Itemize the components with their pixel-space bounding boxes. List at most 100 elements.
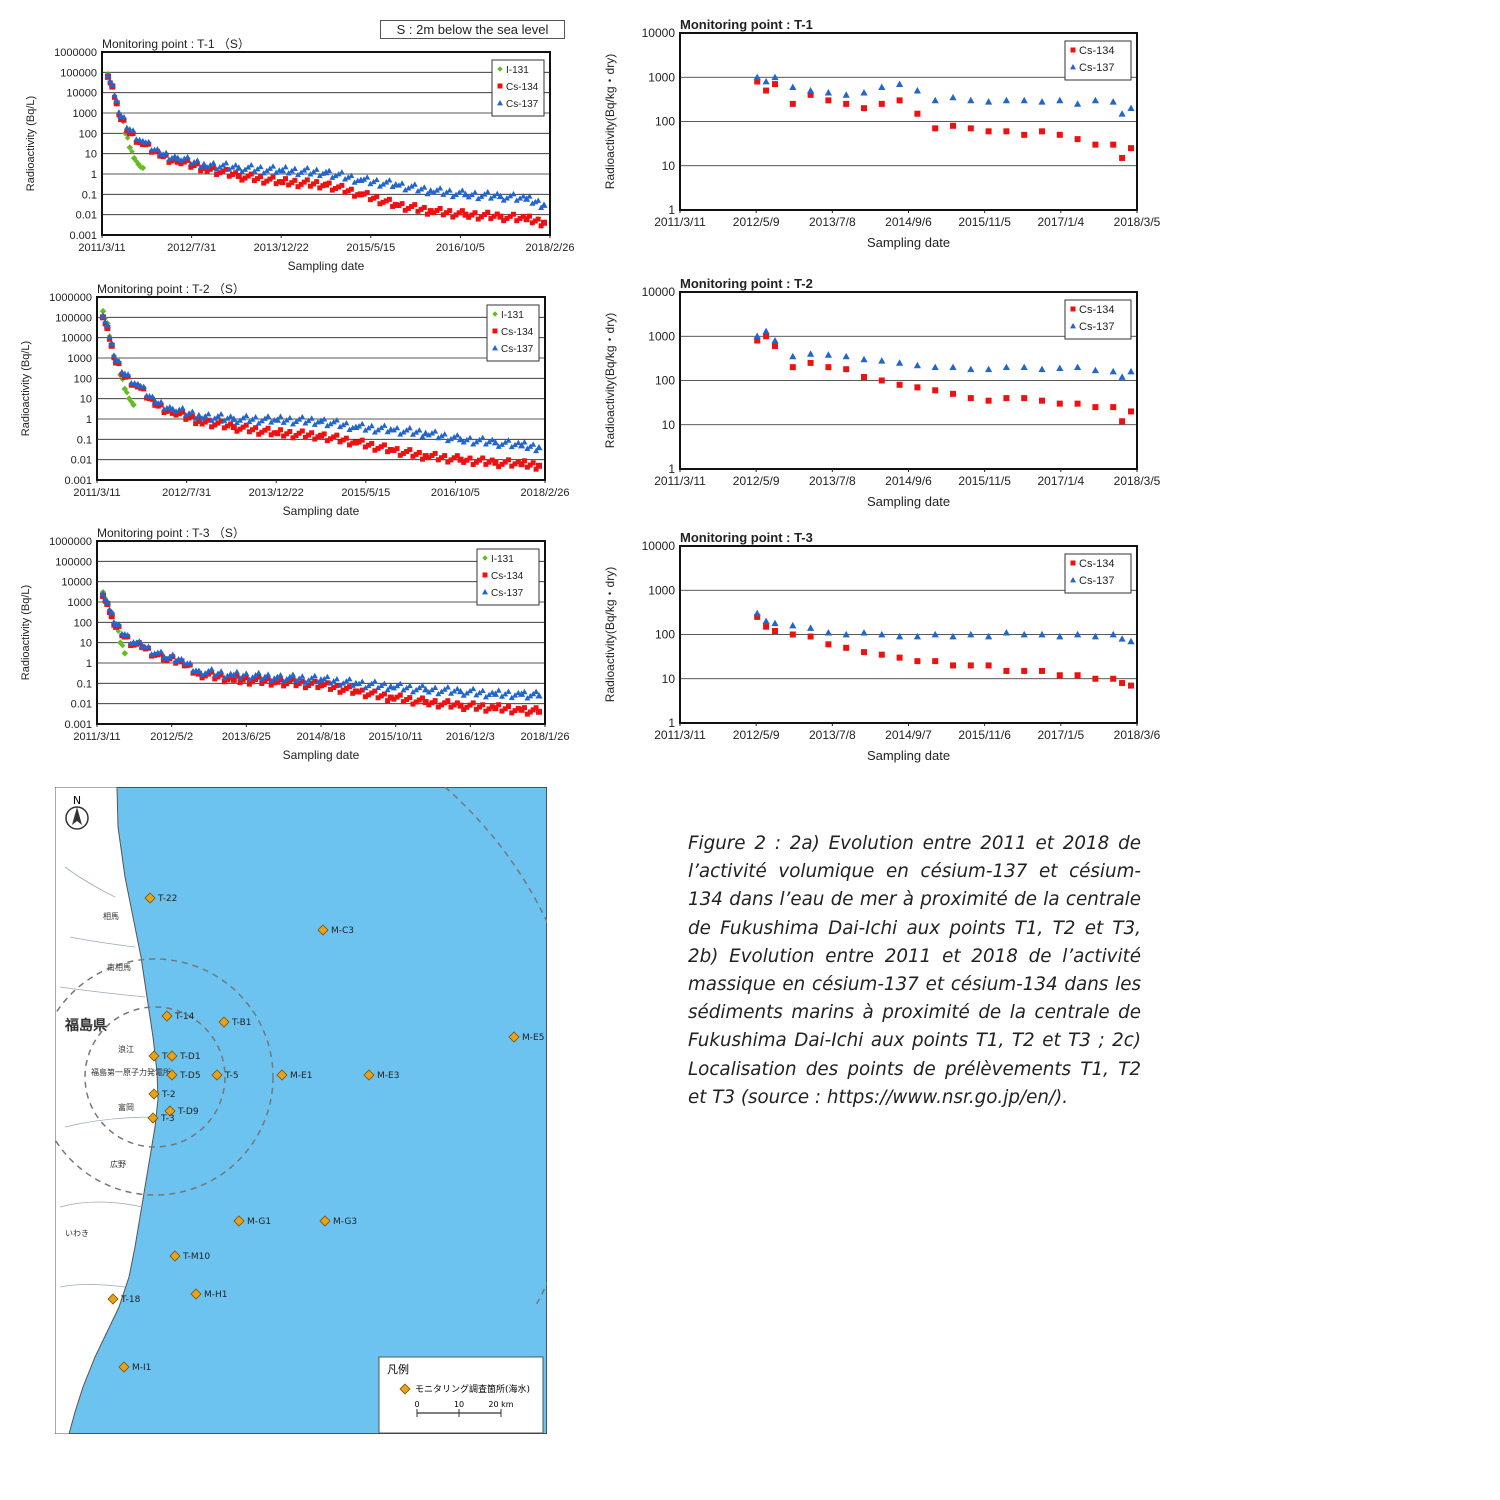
data-point — [426, 702, 432, 708]
town-label: 広野 — [110, 1159, 126, 1169]
data-point — [460, 692, 467, 698]
data-point — [117, 639, 124, 646]
data-point — [473, 438, 480, 445]
data-point — [209, 424, 215, 430]
data-point — [218, 411, 225, 417]
data-point — [356, 689, 362, 695]
x-tick-label: 2018/3/5 — [1114, 474, 1161, 488]
data-point — [425, 689, 432, 695]
data-point — [369, 440, 375, 446]
data-point — [896, 359, 904, 366]
data-point — [181, 159, 187, 165]
data-point — [249, 674, 256, 680]
data-point — [478, 214, 484, 220]
data-point — [177, 655, 186, 663]
data-point — [278, 427, 284, 433]
chart-water-t1: 0.001 0.01 0.1 1 10 100 1000 10000 100000 1000000… — [20, 35, 574, 275]
x-tick-label: 2014/9/7 — [885, 728, 932, 742]
data-point — [337, 423, 344, 430]
data-point — [258, 417, 265, 424]
data-point — [843, 100, 850, 107]
data-point — [258, 174, 264, 180]
data-point — [125, 371, 132, 377]
data-point — [214, 413, 221, 419]
data-point — [491, 213, 497, 219]
data-point — [498, 693, 505, 699]
data-point — [454, 432, 461, 438]
x-tick-label: 2017/1/4 — [1037, 215, 1084, 229]
data-point — [372, 447, 378, 453]
data-point — [224, 677, 230, 683]
x-axis-label: Sampling date — [283, 748, 360, 762]
data-point — [489, 704, 495, 710]
data-point — [205, 668, 212, 674]
data-point — [402, 186, 409, 193]
chart-title: Monitoring point : T-1 — [680, 17, 813, 32]
data-point — [116, 361, 122, 367]
data-point — [367, 180, 374, 187]
data-point — [260, 169, 267, 176]
legend: I-131 Cs-134 Cs-137 — [476, 548, 540, 606]
data-point — [754, 78, 761, 85]
data-point — [438, 688, 445, 694]
y-tick-label: 1 — [668, 462, 675, 476]
data-point — [502, 459, 508, 465]
data-point — [418, 206, 424, 212]
data-point — [454, 453, 460, 459]
data-point — [373, 176, 380, 183]
data-point — [235, 172, 242, 179]
data-point — [842, 352, 850, 360]
data-point — [467, 434, 474, 441]
data-point — [293, 677, 300, 684]
data-point — [99, 590, 107, 597]
data-point — [409, 431, 416, 437]
data-point — [448, 435, 455, 442]
svg-text:10: 10 — [454, 1400, 464, 1409]
data-point — [486, 459, 492, 465]
data-point — [825, 641, 832, 648]
prefecture-label: 福島県 — [64, 1017, 107, 1034]
data-point — [451, 702, 457, 708]
y-tick-label: 10000 — [642, 539, 676, 553]
data-point — [419, 695, 425, 701]
data-point — [237, 679, 243, 685]
data-point — [428, 686, 435, 693]
data-point — [967, 395, 974, 402]
data-point — [359, 678, 366, 684]
data-point — [359, 687, 365, 693]
data-point — [470, 700, 476, 706]
map-point-t-18: T-18 — [107, 1293, 141, 1305]
map-point-t-d1: T-D1 — [166, 1050, 201, 1062]
data-point — [1127, 367, 1135, 375]
data-point — [181, 155, 188, 161]
data-point — [932, 387, 939, 394]
data-point — [454, 700, 460, 706]
data-point — [124, 389, 130, 396]
data-point — [517, 690, 526, 697]
data-point — [461, 190, 470, 198]
data-point — [950, 662, 956, 669]
data-point — [535, 216, 541, 222]
data-point — [480, 455, 486, 461]
legend-label: Cs-134 — [491, 571, 524, 582]
data-point — [337, 689, 343, 695]
map-point-m-e3: M-E3 — [363, 1069, 399, 1081]
data-point — [285, 170, 292, 176]
data-point — [502, 690, 509, 697]
data-point — [789, 100, 796, 107]
data-point — [234, 673, 240, 679]
data-point — [449, 193, 456, 200]
data-point — [174, 154, 182, 162]
map-point-label: T-22 — [157, 894, 177, 904]
data-point — [409, 689, 416, 695]
data-point — [116, 112, 122, 118]
data-point — [505, 457, 511, 463]
data-point — [359, 437, 365, 443]
data-point — [508, 694, 515, 701]
data-point — [931, 630, 939, 638]
legend-marker — [1070, 577, 1076, 583]
data-point — [230, 671, 238, 679]
map-point-t-d5: T-D5 — [166, 1069, 201, 1081]
x-tick-label: 2012/5/9 — [733, 474, 780, 488]
data-point — [459, 187, 466, 193]
